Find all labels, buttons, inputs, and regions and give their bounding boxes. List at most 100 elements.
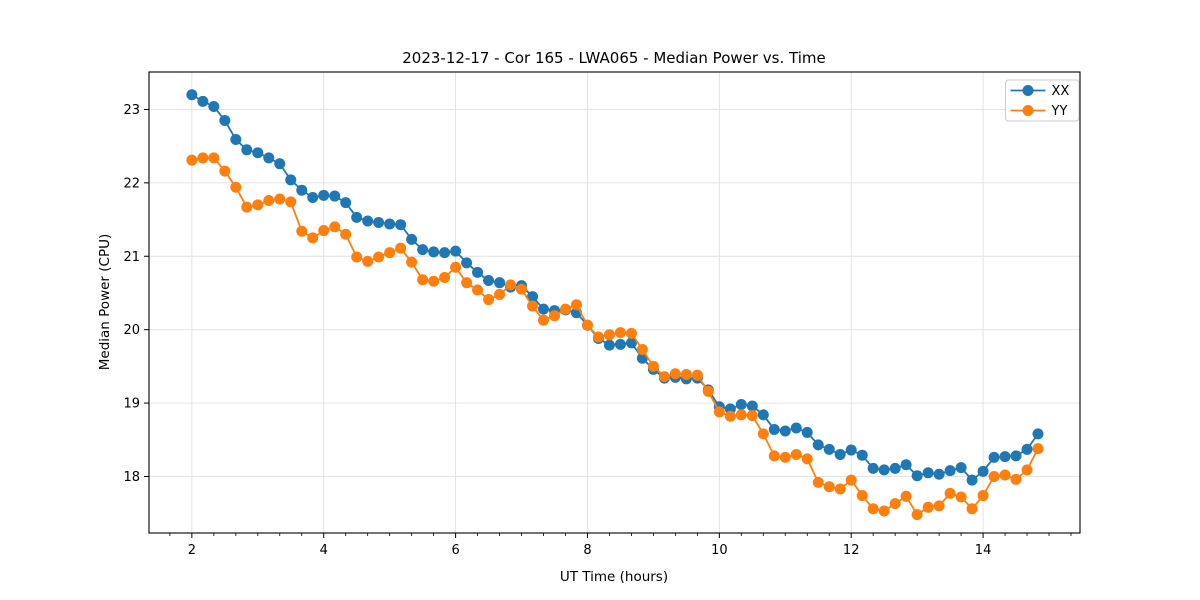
data-point — [977, 465, 989, 477]
data-point — [219, 165, 231, 177]
data-point — [1010, 450, 1022, 462]
data-point — [845, 474, 857, 486]
y-tick-label: 22 — [123, 176, 140, 191]
axis-ticks — [144, 108, 1072, 538]
x-tick-label: 6 — [451, 543, 459, 558]
data-point — [933, 468, 945, 480]
data-point — [351, 251, 363, 263]
data-point — [537, 303, 549, 315]
data-point — [735, 409, 747, 421]
data-point — [966, 474, 978, 486]
data-point — [614, 338, 626, 350]
data-point — [537, 314, 549, 326]
data-point — [845, 444, 857, 456]
x-tick-label: 4 — [320, 543, 328, 558]
data-point — [472, 266, 484, 278]
data-point — [867, 503, 879, 515]
data-point — [625, 327, 637, 339]
data-point — [241, 201, 253, 213]
data-point — [318, 225, 330, 237]
data-point — [208, 152, 220, 164]
data-point — [757, 409, 769, 421]
data-point — [362, 255, 374, 267]
data-point — [428, 275, 440, 287]
data-point — [373, 216, 385, 228]
data-point — [406, 256, 418, 268]
y-tick-label: 21 — [123, 250, 140, 265]
data-series — [186, 89, 1044, 521]
data-point — [197, 152, 209, 164]
data-point — [560, 303, 572, 315]
data-point — [713, 406, 725, 418]
data-point — [581, 319, 593, 331]
data-point — [878, 505, 890, 517]
data-point — [636, 352, 648, 364]
data-point — [724, 410, 736, 422]
data-point — [801, 453, 813, 465]
data-point — [527, 300, 539, 312]
data-point — [922, 501, 934, 513]
data-point — [911, 470, 923, 482]
data-point — [603, 339, 615, 351]
data-point — [274, 158, 286, 170]
data-point — [219, 114, 231, 126]
data-point — [296, 184, 308, 196]
data-point — [549, 310, 560, 322]
data-point — [933, 500, 945, 512]
legend: XX YY — [1005, 79, 1080, 122]
data-point — [505, 279, 517, 291]
legend-item-xx: XX — [1010, 84, 1070, 99]
data-point — [911, 509, 923, 521]
data-point — [1032, 443, 1044, 455]
data-point — [384, 218, 396, 230]
data-point — [373, 251, 385, 263]
data-point — [461, 277, 473, 289]
data-point — [274, 193, 286, 205]
data-point — [450, 261, 462, 273]
data-point — [384, 247, 396, 259]
data-point — [461, 257, 473, 269]
data-point — [790, 422, 802, 434]
y-tick-label: 20 — [123, 323, 140, 338]
data-point — [197, 95, 209, 107]
data-point — [988, 470, 1000, 482]
legend-label: XX — [1052, 84, 1070, 99]
data-point — [1032, 428, 1044, 440]
x-axis-label: UT Time (hours) — [560, 569, 668, 585]
data-point — [977, 490, 989, 502]
data-point — [658, 371, 670, 383]
data-point — [856, 490, 868, 502]
data-point — [900, 490, 912, 502]
data-point — [450, 245, 462, 257]
data-point — [900, 459, 912, 471]
y-tick-label: 19 — [123, 397, 140, 412]
data-point — [329, 221, 341, 233]
data-point — [691, 369, 703, 381]
data-point — [285, 174, 297, 186]
legend-item-yy: YY — [1010, 104, 1067, 119]
data-point — [252, 199, 264, 211]
data-point — [1021, 464, 1033, 476]
data-point — [263, 194, 275, 206]
data-point — [494, 288, 506, 300]
data-point — [362, 215, 374, 227]
series-YY — [186, 152, 1044, 521]
data-point — [439, 272, 451, 284]
data-point — [417, 244, 429, 256]
data-point — [483, 274, 495, 286]
data-point — [944, 487, 956, 499]
data-point — [647, 360, 659, 372]
data-point — [329, 190, 341, 202]
data-point — [318, 189, 330, 201]
data-point — [395, 242, 407, 254]
data-point — [889, 462, 901, 474]
data-point — [527, 291, 539, 303]
data-point — [340, 228, 352, 240]
data-point — [922, 467, 934, 479]
data-point — [702, 385, 714, 397]
data-point — [834, 448, 846, 460]
data-point — [307, 232, 319, 244]
data-point — [592, 331, 604, 343]
